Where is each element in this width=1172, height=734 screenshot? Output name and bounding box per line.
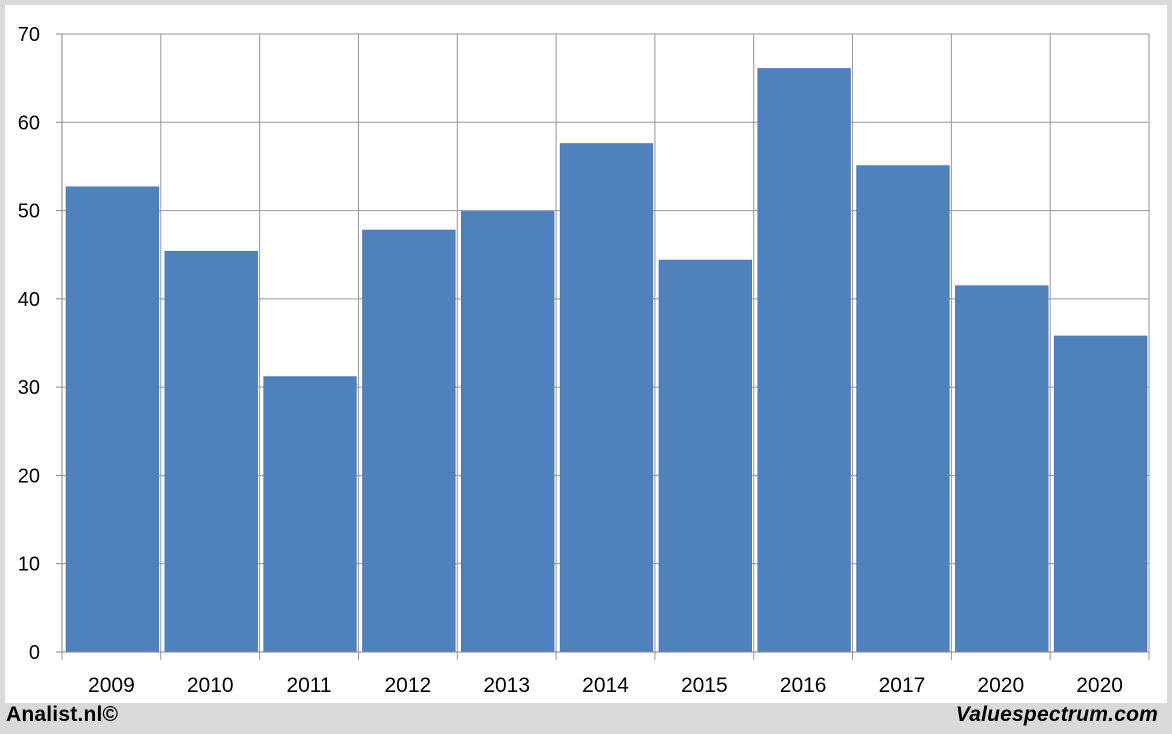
bar bbox=[65, 186, 160, 653]
y-tick-label: 10 bbox=[18, 554, 40, 576]
x-tick-label: 2020 bbox=[977, 674, 1024, 697]
bar bbox=[1053, 335, 1148, 653]
x-tick-label: 2014 bbox=[582, 674, 629, 697]
y-tick-label: 60 bbox=[18, 112, 40, 134]
source-credit-right: Valuespectrum.com bbox=[955, 703, 1158, 726]
bar bbox=[757, 68, 851, 653]
bar bbox=[856, 165, 950, 653]
y-tick-label: 50 bbox=[18, 201, 40, 223]
source-credit-left: Analist.nl© bbox=[6, 703, 119, 726]
x-tick-label: 2010 bbox=[187, 674, 234, 697]
bar bbox=[362, 229, 456, 653]
bar bbox=[263, 376, 357, 653]
x-tick-label: 2020 bbox=[1076, 674, 1123, 697]
y-tick-label: 40 bbox=[18, 289, 40, 311]
y-tick-label: 30 bbox=[18, 377, 40, 399]
bar bbox=[658, 259, 752, 653]
x-tick-label: 2016 bbox=[780, 674, 827, 697]
x-tick-label: 2009 bbox=[88, 674, 135, 697]
bar bbox=[955, 285, 1049, 653]
x-tick-label: 2015 bbox=[681, 674, 728, 697]
x-tick-label: 2013 bbox=[483, 674, 530, 697]
y-tick-label: 0 bbox=[29, 642, 40, 664]
x-tick-label: 2011 bbox=[286, 674, 331, 697]
bar bbox=[461, 211, 555, 653]
bar bbox=[559, 143, 654, 653]
x-tick-label: 2017 bbox=[879, 674, 926, 697]
bar bbox=[164, 250, 258, 653]
x-tick-label: 2012 bbox=[385, 674, 432, 697]
y-tick-label: 70 bbox=[18, 24, 40, 46]
y-tick-label: 20 bbox=[18, 465, 40, 487]
